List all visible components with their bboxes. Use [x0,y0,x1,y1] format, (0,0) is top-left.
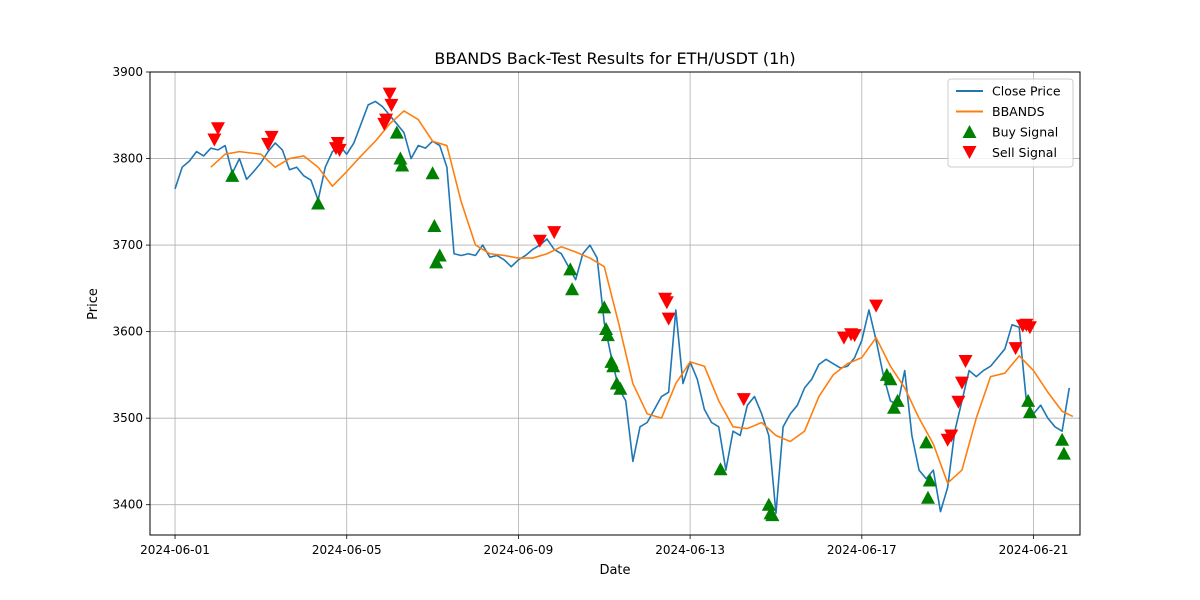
sell-signal-marker [207,133,222,147]
sell-signal-marker [944,429,959,443]
sell-signal-marker [836,331,851,345]
sell-signal-marker [1008,342,1023,356]
buy-signal-marker [606,359,621,373]
chart-title: BBANDS Back-Test Results for ETH/USDT (1… [434,49,795,68]
sell-signal-marker [379,113,394,127]
legend-box [947,78,1074,168]
buy-signal-marker [427,219,442,233]
x-tick-label: 2024-06-17 [827,543,897,557]
sell-signal-marker [1022,321,1037,335]
plot-frame [149,71,1081,536]
buy-signal-marker [1056,446,1071,460]
sell-signal-marker [661,312,676,326]
y-tick-label: 3400 [112,498,143,512]
plot-area [174,87,1074,522]
legend-sell-signal-marker [962,146,977,159]
x-tick-label: 2024-06-05 [312,543,382,557]
buy-signal-marker [432,248,447,262]
buy-signal-marker [883,372,898,386]
buy-signal-marker [563,262,578,276]
buy-signal-marker [395,158,410,172]
sell-signal-marker [958,355,973,369]
buy-signal-marker [425,166,440,180]
buy-signal-marker [613,381,628,395]
sell-signal-marker [330,136,345,150]
sell-signal-marker [954,376,969,390]
x-tick-label: 2024-06-09 [484,543,554,557]
x-tick-label: 2024-06-13 [655,543,725,557]
bbands-line [210,110,1074,484]
buy-signal-marker [922,473,937,487]
legend-close-price-label: Close Price [992,84,1061,99]
x-tick-label: 2024-06-21 [999,543,1069,557]
sell-signal-marker [532,234,547,248]
buy-signal-marker [761,497,776,511]
legend: Close Price BBANDS Buy Signal Sell Signa… [947,78,1074,168]
y-tick-label: 3800 [112,152,143,166]
sell-signal-marker [382,87,397,101]
y-tick-label: 3600 [112,325,143,339]
buy-signal-marker [311,196,326,210]
sell-signal-marker [847,329,862,343]
sell-signal-marker [547,226,562,240]
legend-buy-signal-label: Buy Signal [992,125,1058,140]
buy-signal-marker [890,393,905,407]
sell-signal-marker [951,395,966,409]
x-axis-label: Date [599,563,630,578]
sell-signal-marker [384,98,399,112]
y-tick-label: 3500 [112,411,143,425]
legend-bbands-label: BBANDS [992,104,1045,119]
y-tick-label: 3700 [112,238,143,252]
buy-signal-marker [920,490,935,504]
buy-signal-marker [429,255,444,269]
sell-signal-marker [264,130,279,144]
legend-sell-signal-label: Sell Signal [992,145,1057,160]
buy-signal-marker [565,282,580,296]
buy-signal-marker [887,400,901,414]
x-tick-label: 2024-06-01 [140,543,210,557]
legend-buy-signal-marker [962,125,977,138]
buy-signal-marker [597,300,612,314]
sell-signal-marker [736,393,751,407]
buy-signal-marker [225,168,240,182]
sell-signal-marker [332,143,347,157]
grid [150,71,1080,535]
buy-signal-marker [393,151,408,165]
buy-signal-marker [765,508,780,522]
buy-signal-marker [919,435,934,449]
y-axis-label: Price [86,288,101,320]
buy-signal-marker [600,328,615,342]
buy-signal-marker [1022,405,1037,419]
axes: 2024-06-01 2024-06-05 2024-06-09 2024-06-13… [112,65,1068,557]
buy-signal-marker [1055,432,1070,446]
sell-signal-marker [659,296,674,310]
buy-signal-marker [389,125,404,139]
sell-signal-marker [210,122,225,136]
buy-signal-marker [1021,393,1036,407]
buy-signal-marker [713,462,728,476]
sell-signal-marker [869,299,884,313]
y-tick-label: 3900 [112,65,143,79]
